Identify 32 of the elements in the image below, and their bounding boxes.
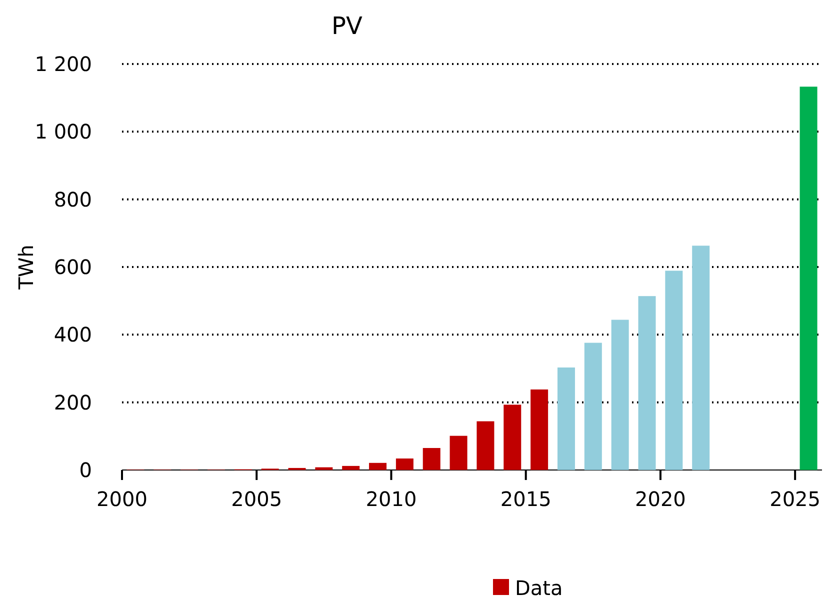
- x-tick-label: 2025: [770, 487, 821, 511]
- y-tick-label: 400: [54, 322, 92, 347]
- y-axis-title: TWh: [14, 244, 38, 290]
- y-tick-label: 0: [79, 458, 92, 482]
- bar: [476, 421, 494, 470]
- bar: [369, 462, 387, 470]
- bar: [530, 389, 548, 470]
- bar: [692, 246, 710, 470]
- bar: [584, 342, 602, 470]
- bar: [504, 404, 522, 470]
- bar: [611, 320, 629, 470]
- chart-title: PV: [332, 12, 364, 40]
- bar: [315, 467, 333, 470]
- bar: [800, 86, 818, 470]
- x-tick-label: 2000: [96, 487, 148, 511]
- bar: [557, 367, 575, 470]
- bar: [342, 466, 360, 470]
- bar: [422, 448, 440, 470]
- y-tick-label: 1 200: [34, 52, 92, 76]
- x-tick-label: 2010: [366, 487, 417, 511]
- bar: [396, 458, 414, 470]
- x-tick-label: 2015: [500, 487, 552, 511]
- bar: [638, 296, 656, 470]
- y-tick-label: 1 000: [34, 120, 92, 144]
- x-tick-label: 2005: [231, 487, 282, 511]
- y-tick-label: 200: [54, 390, 92, 414]
- y-tick-label: 600: [54, 255, 92, 279]
- x-tick-label: 2020: [635, 487, 686, 511]
- y-tick-label: 800: [54, 187, 92, 212]
- legend-label: Data: [515, 576, 563, 600]
- bar: [450, 436, 468, 470]
- bar: [665, 270, 683, 470]
